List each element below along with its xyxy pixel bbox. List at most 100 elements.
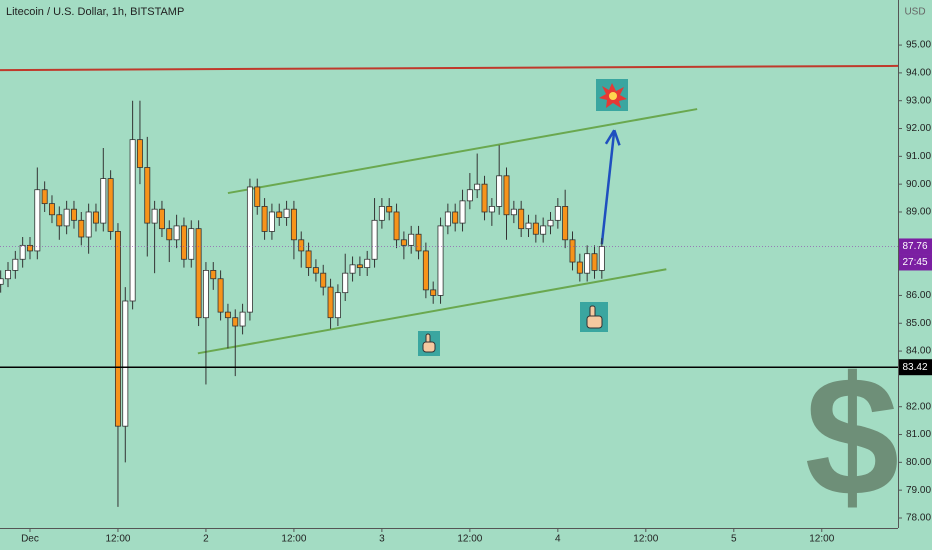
candle-body <box>510 208 517 216</box>
candle-body <box>100 178 107 224</box>
candle-body <box>415 233 422 252</box>
trend-line <box>0 64 899 72</box>
pointing-hand-icon <box>418 331 440 356</box>
candle-body <box>518 208 525 230</box>
x-tick-label: 12:00 <box>281 534 306 545</box>
candle-body <box>569 239 576 263</box>
candle-body <box>12 258 19 271</box>
candle-body <box>386 206 393 213</box>
x-tick-label: 12:00 <box>105 534 130 545</box>
candle-body <box>554 206 561 221</box>
candle-body <box>268 211 275 232</box>
candle-body <box>19 244 26 260</box>
candle-body <box>202 269 209 319</box>
candle-body <box>342 272 349 294</box>
candle-body <box>276 211 283 218</box>
candle-body <box>27 244 33 252</box>
dollar-watermark: $ <box>805 342 900 532</box>
candle-body <box>305 250 312 269</box>
last-price-badge <box>899 238 932 255</box>
candle-body <box>584 253 591 274</box>
x-tick-label: 12:00 <box>809 534 834 545</box>
candle-body <box>261 206 268 232</box>
y-tick-label: 93.00 <box>906 95 931 106</box>
y-tick-label: 84.00 <box>906 346 931 357</box>
candle-body <box>224 311 231 319</box>
candle-body <box>562 206 569 241</box>
countdown-label: 27:45 <box>902 257 927 268</box>
candle-body <box>356 264 363 269</box>
chart-title: Litecoin / U.S. Dollar, 1h, BITSTAMP <box>6 6 184 18</box>
candle-body <box>378 206 385 221</box>
candle-body <box>422 250 429 291</box>
candle-body <box>364 258 371 269</box>
countdown-badge <box>899 254 932 271</box>
candle-body <box>540 225 547 235</box>
candle-body <box>320 272 327 288</box>
y-tick-label: 86.00 <box>906 290 931 301</box>
horizontal-line-badge <box>899 359 932 376</box>
y-tick-label: 90.00 <box>906 179 931 190</box>
x-tick-label: 12:00 <box>633 534 658 545</box>
candle-body <box>136 139 143 168</box>
candle-body <box>34 189 41 252</box>
candle-body <box>217 278 224 313</box>
candle-body <box>591 253 598 271</box>
arrow-head <box>613 129 621 146</box>
candle-body <box>107 178 114 232</box>
candle-body <box>166 228 173 241</box>
candle-body <box>85 211 92 238</box>
candle-body <box>114 231 121 427</box>
trend-line <box>227 108 698 195</box>
candle-body <box>129 139 136 302</box>
candle-body <box>63 208 70 227</box>
candle-body <box>576 261 583 274</box>
candle-body <box>312 267 319 274</box>
y-tick-label: 81.00 <box>906 429 931 440</box>
pointing-hand-icon <box>580 302 608 332</box>
horizontal-line-label: 83.42 <box>902 362 927 373</box>
candle-body <box>151 208 158 224</box>
candle-body <box>371 219 378 260</box>
candle-body <box>488 206 495 213</box>
candle-body <box>598 246 605 271</box>
candle-body <box>188 228 195 260</box>
y-tick-label: 95.00 <box>906 40 931 51</box>
candle-body <box>503 175 510 216</box>
candle-body <box>408 233 415 246</box>
candle-body <box>466 189 473 202</box>
candle-body <box>173 225 180 241</box>
y-tick-label: 82.00 <box>906 401 931 412</box>
candle-body <box>195 228 202 319</box>
y-tick-label: 89.00 <box>906 207 931 218</box>
candle-body <box>158 208 165 230</box>
y-tick-label: 85.00 <box>906 318 931 329</box>
y-tick-label: 94.00 <box>906 68 931 79</box>
trend-line <box>600 130 616 245</box>
x-tick-label: 3 <box>379 534 385 545</box>
candle-body <box>532 222 539 235</box>
y-tick-label: 78.00 <box>906 513 931 524</box>
candle-body <box>0 278 4 285</box>
candle-body <box>349 264 356 274</box>
candle-body <box>430 289 437 296</box>
candle-body <box>92 211 99 224</box>
candle-body <box>334 292 341 319</box>
trend-line <box>197 268 667 355</box>
candle-body <box>283 208 290 218</box>
x-tick-label: 4 <box>555 534 561 545</box>
candle-body <box>444 211 451 227</box>
x-tick-label: 5 <box>731 534 737 545</box>
candle-body <box>41 189 48 205</box>
last-price-label: 87.76 <box>902 241 927 252</box>
candle-body <box>437 225 444 296</box>
candle-body <box>327 286 334 319</box>
y-tick-label: 79.00 <box>906 485 931 496</box>
candle-body <box>459 200 466 224</box>
candle-body <box>56 214 63 227</box>
candle-body <box>298 239 305 252</box>
y-tick-label: 80.00 <box>906 457 931 468</box>
candle-body <box>71 208 77 221</box>
